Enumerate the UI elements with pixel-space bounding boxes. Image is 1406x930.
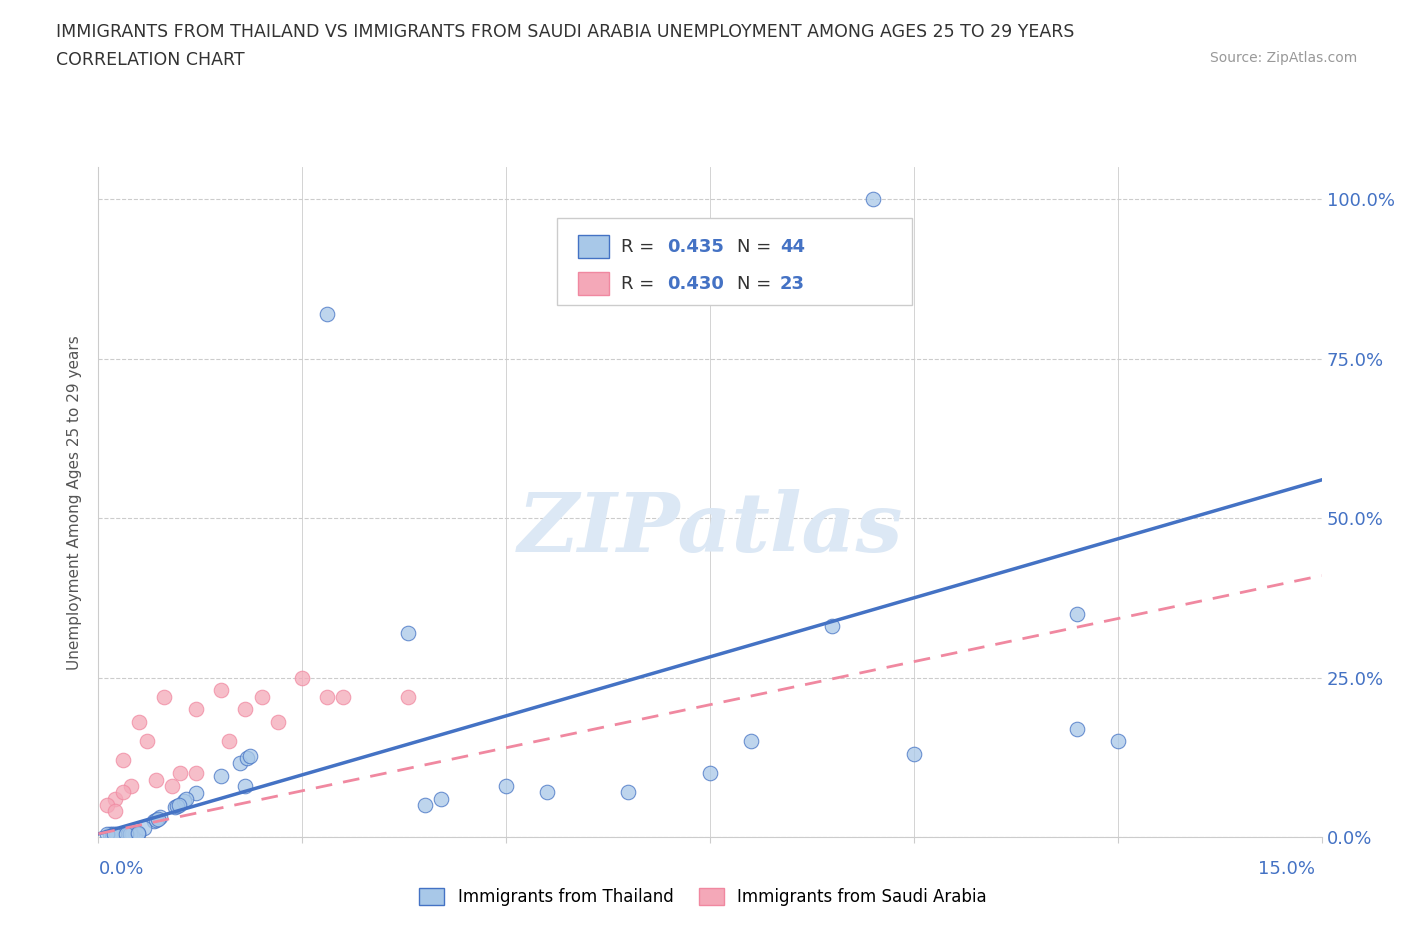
Text: N =: N = — [737, 238, 778, 256]
Point — [117, 827, 139, 842]
Text: CORRELATION CHART: CORRELATION CHART — [56, 51, 245, 69]
Point — [136, 734, 159, 749]
Point — [430, 791, 453, 806]
Point — [121, 827, 143, 842]
Point — [124, 827, 146, 842]
Point — [267, 715, 290, 730]
Point — [145, 772, 167, 787]
Point — [152, 689, 174, 704]
Text: R =: R = — [620, 238, 659, 256]
Point — [114, 827, 136, 842]
Text: 0.430: 0.430 — [668, 274, 724, 293]
Text: 44: 44 — [780, 238, 804, 256]
Point — [233, 702, 256, 717]
Point — [148, 811, 170, 826]
Y-axis label: Unemployment Among Ages 25 to 29 years: Unemployment Among Ages 25 to 29 years — [67, 335, 83, 670]
Text: R =: R = — [620, 274, 659, 293]
Point — [229, 755, 252, 770]
Text: IMMIGRANTS FROM THAILAND VS IMMIGRANTS FROM SAUDI ARABIA UNEMPLOYMENT AMONG AGES: IMMIGRANTS FROM THAILAND VS IMMIGRANTS F… — [56, 23, 1074, 41]
Point — [186, 702, 208, 717]
Point — [127, 825, 149, 840]
Point — [145, 813, 167, 828]
FancyBboxPatch shape — [578, 235, 609, 259]
Point — [235, 751, 257, 766]
Point — [740, 734, 762, 749]
Point — [233, 778, 256, 793]
Text: 0.0%: 0.0% — [98, 860, 143, 878]
Point — [103, 827, 125, 842]
Point — [118, 827, 141, 842]
Point — [118, 827, 141, 842]
Point — [821, 618, 844, 633]
Text: N =: N = — [737, 274, 778, 293]
Point — [111, 753, 134, 768]
Point — [173, 794, 195, 809]
Point — [101, 827, 124, 842]
Point — [111, 785, 134, 800]
Point — [104, 827, 127, 842]
FancyBboxPatch shape — [578, 272, 609, 296]
Point — [209, 683, 232, 698]
Point — [96, 827, 118, 842]
Text: Source: ZipAtlas.com: Source: ZipAtlas.com — [1209, 51, 1357, 65]
Point — [186, 765, 208, 780]
Point — [134, 820, 156, 835]
Point — [332, 689, 354, 704]
FancyBboxPatch shape — [557, 218, 912, 305]
Point — [396, 626, 419, 641]
Point — [413, 798, 436, 813]
Point — [120, 778, 142, 793]
Point — [239, 749, 262, 764]
Point — [166, 798, 188, 813]
Point — [396, 689, 419, 704]
Point — [315, 307, 337, 322]
Point — [291, 671, 314, 685]
Point — [128, 715, 150, 730]
Point — [699, 765, 721, 780]
Point — [98, 827, 121, 842]
Point — [96, 798, 118, 813]
Point — [250, 689, 273, 704]
Point — [160, 778, 183, 793]
Point — [617, 785, 640, 800]
Point — [536, 785, 558, 800]
Point — [903, 747, 925, 762]
Point — [176, 792, 198, 807]
Point — [167, 797, 190, 812]
Point — [169, 765, 191, 780]
Point — [1066, 606, 1088, 621]
Point — [104, 791, 127, 806]
Point — [209, 769, 232, 784]
Point — [149, 810, 172, 825]
Point — [218, 734, 240, 749]
Text: 23: 23 — [780, 274, 804, 293]
Legend: Immigrants from Thailand, Immigrants from Saudi Arabia: Immigrants from Thailand, Immigrants fro… — [413, 881, 993, 912]
Point — [127, 827, 149, 842]
Point — [104, 804, 127, 819]
Point — [1107, 734, 1129, 749]
Point — [495, 778, 517, 793]
Text: 0.435: 0.435 — [668, 238, 724, 256]
Text: 15.0%: 15.0% — [1257, 860, 1315, 878]
Text: ZIPatlas: ZIPatlas — [517, 489, 903, 569]
Point — [143, 814, 166, 829]
Point — [184, 786, 207, 801]
Point — [163, 800, 186, 815]
Point — [315, 689, 337, 704]
Point — [862, 192, 884, 206]
Point — [1066, 721, 1088, 736]
